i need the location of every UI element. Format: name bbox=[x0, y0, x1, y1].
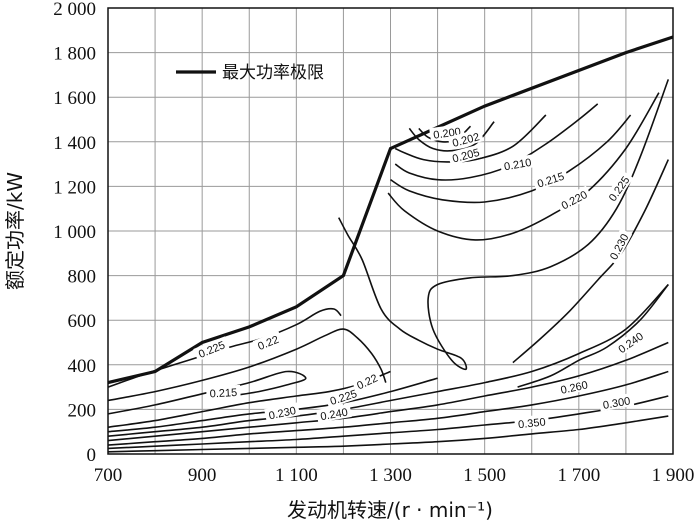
contour-label-bg bbox=[604, 228, 633, 265]
contour-label: 0.350 bbox=[518, 416, 547, 431]
x-tick-label: 1 900 bbox=[652, 465, 695, 486]
y-axis-title: 额定功率/kW bbox=[3, 172, 27, 290]
contour-label: 0.240 bbox=[320, 407, 349, 424]
y-tick-label: 1 400 bbox=[53, 133, 96, 154]
contour-line-3 bbox=[394, 103, 599, 181]
x-tick-labels: 700 900 1 100 1 300 1 500 1 700 1 900 bbox=[94, 465, 695, 486]
contour-line-7 bbox=[512, 159, 670, 364]
x-tick-label: 900 bbox=[188, 465, 217, 486]
contour-line-5 bbox=[387, 92, 660, 241]
contour-label: 0.210 bbox=[503, 157, 532, 174]
contour-line-11 bbox=[107, 370, 307, 415]
contour-label-bg bbox=[603, 170, 634, 206]
contour-line-10 bbox=[107, 328, 387, 402]
x-tick-label: 1 100 bbox=[275, 465, 318, 486]
x-tick-label: 1 300 bbox=[369, 465, 412, 486]
y-tick-label: 400 bbox=[68, 356, 97, 377]
contour-label-bg bbox=[264, 402, 301, 423]
contour-label: 0.215 bbox=[209, 387, 237, 400]
y-tick-label: 200 bbox=[68, 400, 97, 421]
y-tick-label: 2 000 bbox=[53, 0, 96, 20]
contour-label-bg bbox=[325, 385, 362, 409]
contour-line-15 bbox=[107, 341, 669, 442]
contour-label-bg bbox=[206, 384, 241, 400]
x-tick-label: 700 bbox=[94, 465, 123, 486]
contour-label-bg bbox=[447, 144, 484, 166]
contour-label-bg bbox=[555, 185, 592, 214]
contour-line-17 bbox=[107, 395, 669, 450]
y-tick-label: 0 bbox=[87, 445, 97, 466]
y-tick-label: 800 bbox=[68, 267, 97, 288]
contour-label-bg bbox=[351, 369, 383, 393]
plot-frame bbox=[107, 7, 674, 455]
x-tick-label: 1 500 bbox=[463, 465, 506, 486]
contour-line-14 bbox=[107, 283, 669, 437]
contour-label: 0.260 bbox=[560, 379, 589, 396]
contour-line-16 bbox=[107, 370, 669, 446]
contour-label-group: 0.215 bbox=[206, 384, 241, 400]
legend-label-power-limit: 最大功率极限 bbox=[222, 63, 324, 83]
contour-label-bg bbox=[499, 154, 536, 173]
contour-label: 0.230 bbox=[268, 405, 297, 422]
power-limit-curve bbox=[107, 35, 674, 385]
contour-label-bg bbox=[556, 376, 592, 397]
power-limit-curve-group bbox=[107, 35, 674, 385]
y-tick-labels: 0 200 400 600 800 1 000 1 200 1 400 1 600 1 800 2 … bbox=[53, 0, 96, 466]
contour-label-group: 0.300 bbox=[598, 392, 635, 412]
contour-line-18 bbox=[107, 415, 669, 453]
contour-label-bg bbox=[612, 327, 648, 358]
contour-label-group: 0.350 bbox=[514, 414, 550, 431]
contour-line-6 bbox=[337, 79, 670, 371]
contour-label-group: 0.230 bbox=[264, 402, 301, 423]
legend: 最大功率极限 bbox=[176, 63, 324, 83]
contour-label-group: 0.260 bbox=[556, 376, 592, 397]
contour-label-bg bbox=[514, 414, 550, 431]
y-tick-label: 1 200 bbox=[53, 177, 96, 198]
contour-label: 0.300 bbox=[602, 395, 631, 412]
y-tick-label: 1 600 bbox=[53, 88, 96, 109]
y-tick-label: 1 800 bbox=[53, 44, 96, 65]
contour-label-group: 0.210 bbox=[499, 154, 536, 174]
contour-line-4 bbox=[390, 114, 632, 204]
contour-label-bg bbox=[532, 167, 569, 191]
x-axis-title: 发动机转速/(r · min⁻¹) bbox=[287, 498, 493, 522]
contour-label-bg bbox=[252, 330, 284, 354]
contour-label-group: 0.240 bbox=[316, 404, 352, 424]
y-tick-label: 1 000 bbox=[53, 222, 96, 243]
contour-label-bg bbox=[447, 128, 484, 150]
contour-label-bg bbox=[316, 404, 352, 423]
contour-label-bg bbox=[193, 336, 230, 362]
contour-label-bg bbox=[598, 392, 635, 412]
contour-line-2 bbox=[394, 114, 547, 163]
x-tick-label: 1 700 bbox=[557, 465, 600, 486]
y-tick-label: 600 bbox=[68, 311, 97, 332]
contour-line-8 bbox=[517, 284, 669, 388]
